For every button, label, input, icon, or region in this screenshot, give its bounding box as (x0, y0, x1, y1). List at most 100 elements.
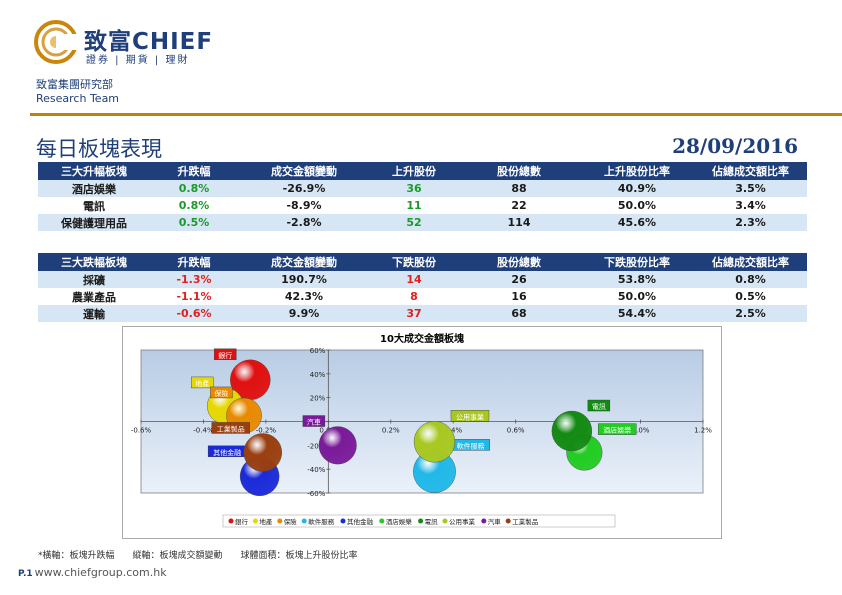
column-header: 佔總成交額比率 (694, 253, 807, 271)
turnover-change-cell: 190.7% (238, 271, 370, 288)
decliners-cell: 37 (370, 305, 458, 322)
sector-cell: 運輸 (38, 305, 150, 322)
x-tick-label: -0.6% (131, 427, 152, 435)
legend-swatch (481, 518, 487, 524)
top-gainers-table: 三大升幅板塊 升跌幅 成交金額變動 上升股份 股份總數 上升股份比率 佔總成交額… (38, 162, 807, 231)
legend-swatch (252, 518, 258, 524)
sector-cell: 保健護理用品 (38, 214, 150, 231)
legend-entry: 汽車 (488, 517, 502, 526)
change-cell: 0.5% (150, 214, 238, 231)
y-tick-label: 20% (310, 395, 326, 403)
change-cell: 0.8% (150, 180, 238, 197)
table-row: 採礦 -1.3% 190.7% 14 26 53.8% 0.8% (38, 271, 807, 288)
bubble-label-box (597, 423, 637, 435)
page-footer: P.1 www.chiefgroup.com.hk (18, 566, 167, 579)
bubble-label: 汽車 (307, 418, 321, 427)
decliners-cell: 14 (370, 271, 458, 288)
page-title: 每日板塊表現 (36, 137, 162, 161)
total-stocks-cell: 16 (511, 290, 527, 303)
table-row: 保健護理用品 0.5% -2.8% 52 114 45.6% 2.3% (38, 214, 807, 231)
total-stocks-cell: 26 (458, 271, 580, 288)
share-cell: 3.5% (694, 180, 807, 197)
legend-entry: 其他金融 (347, 517, 374, 526)
column-header: 上升股份比率 (580, 162, 694, 180)
y-tick-label: 40% (310, 371, 326, 379)
change-cell: 0.8% (178, 199, 210, 212)
chart-title: 10大成交金額板塊 (380, 332, 464, 345)
bubble-label: 酒店娛樂 (603, 426, 631, 435)
bubble-label: 其他金融 (213, 448, 241, 457)
legend-swatch (277, 518, 283, 524)
y-tick-label: -20% (307, 442, 325, 450)
bubble-chart: 10大成交金額板塊-0.6%-0.4%-0.2%0.0%0.2%0.4%0.6%… (122, 326, 722, 539)
column-header: 股份總數 (458, 162, 580, 180)
bubble-label-box (302, 415, 326, 427)
column-header: 股份總數 (458, 253, 580, 271)
legend-swatch (442, 518, 448, 524)
table-row: 酒店娛樂 0.8% -26.9% 36 88 40.9% 3.5% (38, 180, 807, 197)
total-stocks-cell: 88 (458, 180, 580, 197)
y-tick-label: -60% (307, 490, 325, 498)
share-cell: 0.5% (735, 290, 766, 303)
decliners-cell: 8 (410, 290, 418, 303)
change-cell: -0.6% (150, 305, 238, 322)
legend-swatch (228, 518, 234, 524)
y-tick-label: -40% (307, 466, 325, 474)
table-row: 電訊 0.8% -8.9% 11 22 50.0% 3.4% (38, 197, 807, 214)
x-tick-label: 0.6% (507, 427, 525, 435)
turnover-change-cell: 9.9% (238, 305, 370, 322)
ratio-cell: 50.0% (617, 290, 657, 303)
table-row: 農業產品 -1.1% 42.3% 8 16 50.0% 0.5% (38, 288, 807, 305)
sector-cell: 採礦 (38, 271, 150, 288)
table-header-row: 三大跌幅板塊 升跌幅 成交金額變動 下跌股份 股份總數 下跌股份比率 佔總成交額… (38, 253, 807, 271)
change-cell: -1.1% (176, 290, 212, 303)
total-stocks-cell: 22 (511, 199, 527, 212)
legend-entry: 保險 (284, 517, 298, 526)
company-logo: 致富CHIEF 證券 | 期貨 | 理財 (34, 20, 234, 66)
column-header: 成交金額變動 (238, 162, 370, 180)
page-number: P.1 (18, 569, 33, 579)
legend-swatch (379, 518, 385, 524)
legend-entry: 地產 (259, 517, 273, 526)
turnover-change-cell: -8.9% (286, 199, 322, 212)
top-losers-table: 三大跌幅板塊 升跌幅 成交金額變動 下跌股份 股份總數 下跌股份比率 佔總成交額… (38, 253, 807, 322)
bubble-9 (243, 433, 283, 472)
ratio-cell: 45.6% (580, 214, 694, 231)
header-divider (30, 113, 842, 116)
legend-entry: 公用事業 (449, 517, 476, 526)
ratio-cell: 50.0% (617, 199, 657, 212)
turnover-change-cell: -26.9% (238, 180, 370, 197)
bubble-label: 地產 (195, 379, 209, 388)
bubble-7 (413, 421, 456, 463)
bubble-label: 電訊 (592, 402, 606, 411)
x-tick-label: 1.2% (694, 427, 712, 435)
bubble-label-box (450, 410, 490, 422)
column-header: 佔總成交額比率 (694, 162, 807, 180)
legend-swatch (418, 518, 424, 524)
legend-swatch (340, 518, 346, 524)
chief-logo-icon (34, 20, 78, 64)
legend-entry: 工業製品 (512, 517, 538, 526)
y-tick-label: 60% (310, 347, 326, 355)
turnover-change-cell: -2.8% (238, 214, 370, 231)
department: 致富集團研究部 Research Team (36, 78, 119, 106)
bubble-label: 公用事業 (456, 412, 484, 421)
bubble-label-box (211, 422, 250, 434)
x-tick-label: -0.4% (193, 427, 214, 435)
ratio-cell: 54.4% (580, 305, 694, 322)
bubble-label-box (191, 376, 214, 389)
x-tick-label: 0.2% (382, 427, 400, 435)
bubble-label-box (210, 386, 233, 399)
bubble-6 (551, 410, 593, 452)
x-tick-label: 0.4% (444, 427, 462, 435)
bubble-label-box (587, 399, 611, 412)
website-link[interactable]: www.chiefgroup.com.hk (34, 566, 167, 579)
column-header: 三大升幅板塊 (38, 162, 150, 180)
sector-cell: 農業產品 (72, 290, 116, 304)
share-cell: 0.8% (694, 271, 807, 288)
brand-name: 致富CHIEF (84, 29, 214, 55)
column-header: 三大跌幅板塊 (38, 253, 150, 271)
advancers-cell: 52 (370, 214, 458, 231)
column-header: 上升股份 (370, 162, 458, 180)
column-header: 下跌股份比率 (580, 253, 694, 271)
